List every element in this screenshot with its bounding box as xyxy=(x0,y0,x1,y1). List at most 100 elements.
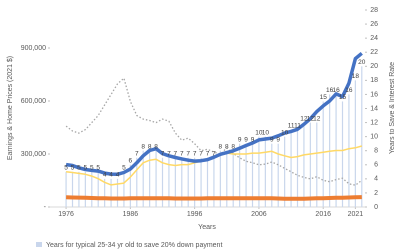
bar xyxy=(219,150,221,207)
bar xyxy=(181,157,183,207)
bar xyxy=(142,150,144,207)
bar xyxy=(354,80,356,207)
data-label: 7 xyxy=(167,150,171,157)
y2-tick-label: 20 xyxy=(370,63,378,70)
data-label: 7 xyxy=(199,150,203,157)
bar xyxy=(97,171,99,207)
bar xyxy=(174,157,176,207)
x-tick-label: 1986 xyxy=(123,211,139,218)
y2-tick-label: 14 xyxy=(370,105,378,112)
y2-tick-label: 0 xyxy=(374,204,378,211)
data-label: 10 xyxy=(255,129,263,136)
x-axis-title: Years xyxy=(198,224,216,231)
bar xyxy=(116,178,119,207)
y2-tick-label: 10 xyxy=(370,133,378,140)
data-label: 9 xyxy=(244,136,248,143)
data-label: 8 xyxy=(154,143,158,150)
data-label: 8 xyxy=(231,143,235,150)
bar xyxy=(258,136,260,207)
bar xyxy=(194,157,196,207)
x-tick-label: 2021 xyxy=(348,211,364,218)
bar xyxy=(91,171,93,207)
data-label: 5 xyxy=(77,165,81,172)
y2-axis-title: Years to Save & Interest Rate xyxy=(389,62,396,154)
x-tick-label: 1996 xyxy=(187,211,203,218)
y2-tick-label: 6 xyxy=(374,162,378,169)
data-label: 20 xyxy=(358,59,366,66)
data-label: 8 xyxy=(225,143,229,150)
data-label: 5 xyxy=(64,165,68,172)
data-label: 7 xyxy=(212,150,216,157)
data-label: 18 xyxy=(352,73,360,80)
data-label: 5 xyxy=(84,165,88,172)
bar xyxy=(110,178,112,207)
y-tick-label: 600,000 xyxy=(21,98,46,105)
data-label: 12 xyxy=(300,115,308,122)
data-label: 7 xyxy=(174,150,178,157)
y2-tick-label: 8 xyxy=(374,148,378,155)
data-label: 8 xyxy=(141,143,145,150)
data-label: 11 xyxy=(288,122,295,129)
data-label: 9 xyxy=(238,136,242,143)
y-axis-title: Earnings & Home Prices (2021 $) xyxy=(7,56,14,160)
bar xyxy=(271,143,273,207)
data-label: 5 xyxy=(96,165,100,172)
bar xyxy=(226,150,228,207)
y-tick-label: 900,000 xyxy=(21,45,46,52)
data-label: 7 xyxy=(206,150,210,157)
bar xyxy=(104,178,106,207)
bar xyxy=(296,129,299,207)
x-tick-label: 2006 xyxy=(251,211,267,218)
data-label: 9 xyxy=(251,136,255,143)
bar xyxy=(136,157,138,207)
y-tick-label: 300,000 xyxy=(21,151,46,158)
legend-swatch xyxy=(36,242,42,247)
bar xyxy=(277,143,279,207)
line-series xyxy=(65,51,363,177)
data-label: 15 xyxy=(320,94,328,101)
data-label: 16 xyxy=(326,87,334,94)
bar xyxy=(123,171,125,207)
bar xyxy=(303,122,305,207)
data-label: 15 xyxy=(339,94,347,101)
y2-tick-label: 12 xyxy=(370,119,378,126)
y2-tick-label: 24 xyxy=(370,35,378,42)
bar xyxy=(155,150,157,207)
data-label: 7 xyxy=(135,150,139,157)
bar xyxy=(149,150,151,207)
data-label: 9 xyxy=(270,136,274,143)
data-label: 11 xyxy=(294,122,301,129)
data-label: 9 xyxy=(276,136,280,143)
bar xyxy=(284,136,286,207)
bar xyxy=(213,157,215,207)
bar xyxy=(161,157,164,207)
data-label: 16 xyxy=(345,87,353,94)
bar xyxy=(239,143,241,207)
bar xyxy=(251,143,254,207)
bar xyxy=(322,101,324,207)
data-label: 7 xyxy=(186,150,190,157)
line-series xyxy=(66,195,362,201)
data-label: 12 xyxy=(313,115,321,122)
data-label: 7 xyxy=(193,150,197,157)
line-series xyxy=(65,77,363,186)
data-label: 10 xyxy=(262,129,270,136)
bar xyxy=(84,171,86,207)
data-label: 8 xyxy=(148,143,152,150)
data-label: 5 xyxy=(122,165,126,172)
data-label: 6 xyxy=(129,158,133,165)
data-label: 4 xyxy=(116,172,120,179)
bar xyxy=(206,157,209,207)
bar xyxy=(187,157,189,207)
y2-tick-label: 26 xyxy=(370,21,378,28)
y2-tick-label: 22 xyxy=(370,49,378,56)
bar xyxy=(290,129,292,207)
y2-tick-label: 16 xyxy=(370,91,378,98)
bar xyxy=(245,143,247,207)
data-label: 10 xyxy=(281,129,289,136)
x-tick-label: 2016 xyxy=(315,211,331,218)
bar xyxy=(200,157,202,207)
data-label: 5 xyxy=(90,165,94,172)
y2-tick-label: 28 xyxy=(370,7,378,14)
